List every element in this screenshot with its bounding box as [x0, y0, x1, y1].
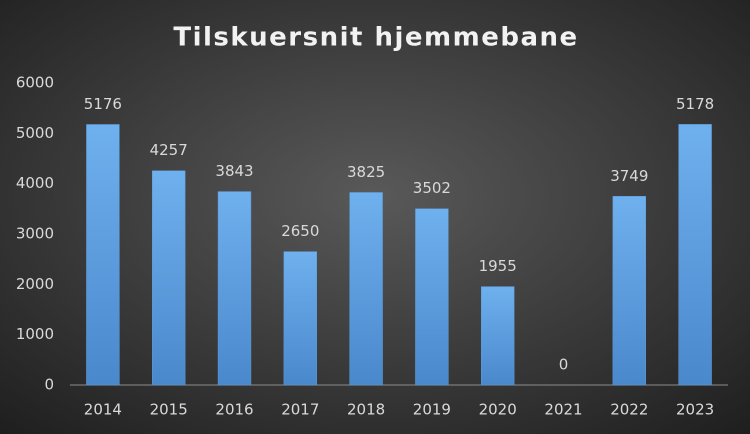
- data-label: 1955: [479, 257, 517, 275]
- bar: [612, 196, 646, 386]
- x-tick-label: 2017: [281, 401, 319, 419]
- chart-title: Tilskuersnit hjemmebane: [173, 23, 578, 53]
- x-tick-label: 2023: [676, 401, 714, 419]
- y-tick-label: 0: [44, 376, 54, 394]
- x-tick-label: 2021: [544, 401, 582, 419]
- bar: [481, 286, 515, 386]
- y-tick-label: 6000: [16, 74, 54, 92]
- y-tick-label: 3000: [16, 225, 54, 243]
- data-label: 4257: [150, 141, 188, 159]
- bar: [86, 124, 120, 386]
- bar: [217, 191, 252, 386]
- x-tick-label: 2020: [479, 401, 517, 419]
- data-label: 3843: [215, 162, 253, 180]
- data-label: 5176: [84, 95, 122, 113]
- data-label: 5178: [676, 95, 714, 113]
- y-tick-label: 5000: [16, 124, 54, 142]
- x-tick-label: 2014: [84, 401, 122, 419]
- data-label: 3749: [610, 167, 648, 185]
- x-tick-label: 2019: [413, 401, 451, 419]
- x-tick-label: 2022: [610, 401, 648, 419]
- x-tick-label: 2018: [347, 401, 385, 419]
- x-tick-label: 2015: [150, 401, 188, 419]
- bar: [283, 251, 318, 386]
- data-label: 0: [559, 356, 569, 374]
- bar: [678, 124, 712, 386]
- x-tick-label: 2016: [215, 401, 253, 419]
- y-tick-label: 2000: [16, 275, 54, 293]
- y-tick-label: 4000: [16, 174, 54, 192]
- data-label: 3825: [347, 163, 385, 181]
- bar: [415, 208, 449, 386]
- bar: [349, 192, 383, 386]
- y-tick-label: 1000: [16, 325, 54, 343]
- data-label: 3502: [413, 179, 451, 197]
- data-label: 2650: [281, 222, 319, 240]
- bar: [152, 170, 186, 386]
